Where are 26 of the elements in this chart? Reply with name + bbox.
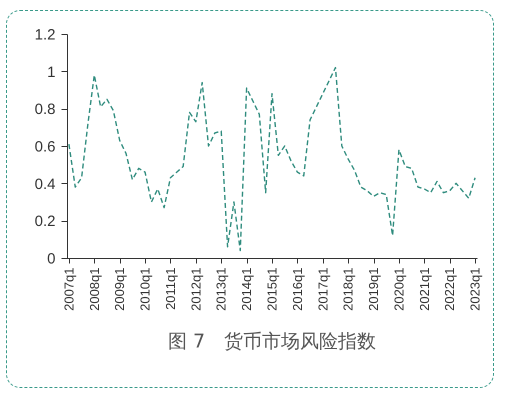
x-tick-label: 2008q1 [86,268,102,311]
y-tick-label: 0.4 [34,176,56,193]
x-tick-label: 2007q1 [61,268,76,311]
text: 图 7 货币市场风险指数 [168,330,376,352]
x-tick-label: 2013q1 [214,268,229,311]
y-tick-label: 0 [47,250,56,268]
x-tick-label: 2011q1 [162,268,178,310]
line-series [68,66,476,252]
x-tick-label: 2023q1 [468,268,483,311]
x-tick-label: 2009q1 [112,268,128,311]
x-tick-label: 2018q1 [340,268,356,311]
x-tick-label: 2012q1 [188,268,204,311]
x-tick-label: 2021q1 [416,268,432,311]
x-tick-label: 2017q1 [315,268,330,311]
y-tick-label: 1.2 [34,26,56,44]
x-tick-label: 2014q1 [239,268,254,311]
x-tick-label: 2019q1 [366,268,382,311]
y-tick-label: 1 [47,64,56,81]
y-tick-label: 0.6 [34,138,56,156]
x-tick-label: 2010q1 [138,268,153,311]
x-tick-label: 2015q1 [264,268,280,311]
x-tick-label: 2016q1 [290,268,305,311]
y-tick-label: 0.2 [34,213,56,230]
x-tick-label: 2022q1 [442,268,458,311]
x-tick-label: 2020q1 [391,268,406,311]
y-tick-label: 0.8 [34,101,56,118]
